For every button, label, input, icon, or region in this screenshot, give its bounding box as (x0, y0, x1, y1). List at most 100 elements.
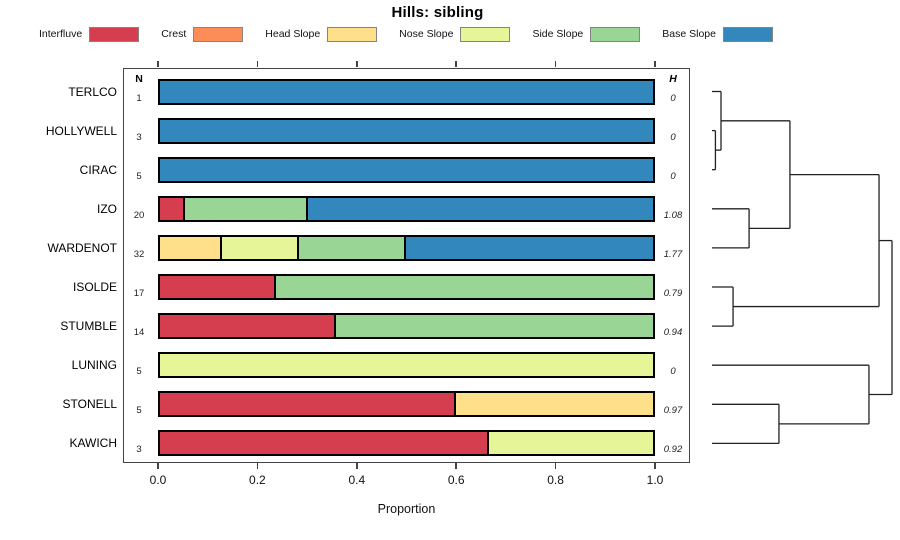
stacked-bar (158, 313, 655, 340)
axis-tick (157, 61, 159, 67)
legend-swatch (460, 26, 511, 42)
x-axis-label: Proportion (377, 502, 436, 516)
row-label: HOLLYWELL (45, 123, 117, 138)
axis-tick (554, 463, 557, 469)
h-column-header: H (669, 73, 677, 85)
row-label: KAWICH (69, 436, 117, 451)
bar-segment-interfluve (160, 432, 489, 455)
stacked-bar (158, 78, 655, 105)
axis-tick (455, 61, 457, 67)
h-value: 1.08 (663, 209, 683, 221)
n-value: 5 (136, 170, 142, 182)
axis-tick (455, 463, 457, 469)
bar-segment-head-slope (160, 236, 222, 259)
legend-label: Nose Slope (399, 28, 454, 40)
row-label: TERLCO (68, 84, 117, 99)
n-value: 1 (136, 92, 142, 104)
legend-swatch (89, 26, 140, 42)
h-value: 0.97 (663, 405, 683, 417)
legend-swatch (590, 26, 641, 42)
h-value: 0.92 (663, 444, 683, 456)
row-label: STUMBLE (60, 319, 117, 334)
legend-swatch (193, 26, 244, 42)
stacked-bar (158, 391, 655, 418)
axis-tick (654, 61, 656, 67)
stacked-bar (158, 156, 655, 183)
x-tick-label: 0.2 (249, 473, 266, 487)
row-label: STONELL (62, 397, 117, 412)
x-tick-label: 0.8 (547, 473, 564, 487)
dendrogram (712, 90, 893, 445)
legend-item-head-slope: Head Slope (265, 26, 378, 42)
h-value: 0 (670, 92, 676, 104)
h-value: 0 (670, 366, 676, 378)
bar-segment-side-slope (275, 276, 653, 298)
legend-item-side-slope: Side Slope (532, 26, 641, 42)
h-value: 0 (670, 131, 676, 143)
n-value: 32 (133, 248, 145, 260)
axis-tick (554, 61, 557, 67)
legend-swatch (327, 26, 378, 42)
legend-item-base-slope: Base Slope (662, 26, 773, 42)
n-column-header: N (135, 73, 143, 85)
n-value: 5 (136, 366, 142, 378)
stacked-bar (158, 274, 655, 300)
bar-segment-base-slope (307, 197, 653, 220)
bar-segment-base-slope (160, 80, 653, 103)
legend-item-crest: Crest (161, 26, 244, 42)
bar-segment-nose-slope (221, 236, 299, 259)
bar-segment-head-slope (455, 393, 653, 416)
bar-segment-nose-slope (160, 354, 653, 377)
axis-tick (256, 463, 259, 469)
stacked-bar (158, 117, 655, 144)
x-tick-label: 0.6 (447, 473, 465, 487)
n-value: 14 (133, 327, 145, 339)
h-value: 0.79 (663, 288, 683, 299)
bar-segment-side-slope (298, 236, 407, 259)
bar-segment-interfluve (160, 315, 336, 338)
bar-segment-interfluve (160, 393, 456, 416)
legend-label: Head Slope (265, 28, 321, 40)
bar-segment-interfluve (160, 276, 276, 298)
row-label: WARDENOT (47, 240, 117, 255)
x-tick-label: 1.0 (646, 473, 664, 487)
n-value: 5 (136, 405, 142, 417)
stacked-bar (158, 430, 655, 457)
bar-segment-nose-slope (488, 432, 653, 455)
row-label: IZO (97, 201, 117, 216)
legend-item-interfluve: Interfluve (39, 26, 140, 42)
legend-label: Interfluve (39, 28, 83, 40)
row-label: LUNING (71, 358, 117, 373)
h-value: 0.94 (663, 327, 683, 339)
legend-label: Crest (161, 28, 187, 40)
n-value: 17 (133, 288, 145, 299)
legend-label: Side Slope (532, 28, 584, 40)
bar-segment-side-slope (336, 315, 653, 338)
n-value: 20 (133, 209, 145, 221)
bar-segment-base-slope (160, 158, 653, 181)
x-tick-label: 0.0 (149, 473, 167, 487)
h-value: 0 (670, 170, 676, 182)
stacked-bar (158, 195, 655, 222)
bar-segment-base-slope (406, 236, 653, 259)
row-label: CIRAC (79, 162, 117, 177)
bar-segment-side-slope (184, 197, 308, 220)
bar-segment-interfluve (160, 197, 185, 220)
chart-title: Hills: sibling (391, 4, 484, 21)
row-label: ISOLDE (72, 280, 117, 294)
n-value: 3 (136, 444, 142, 456)
axis-tick (356, 463, 358, 469)
legend-item-nose-slope: Nose Slope (399, 26, 511, 42)
axis-tick (157, 463, 159, 469)
axis-tick (256, 61, 259, 67)
axis-tick (654, 463, 656, 469)
h-value: 1.77 (663, 248, 683, 260)
bar-segment-base-slope (160, 119, 653, 142)
n-value: 3 (136, 131, 142, 143)
legend: Interfluve Crest Head Slope Nose Slope Side … (0, 25, 812, 43)
stacked-bar (158, 352, 655, 379)
stacked-bar (158, 234, 655, 261)
legend-label: Base Slope (662, 28, 716, 40)
legend-swatch (722, 26, 773, 42)
